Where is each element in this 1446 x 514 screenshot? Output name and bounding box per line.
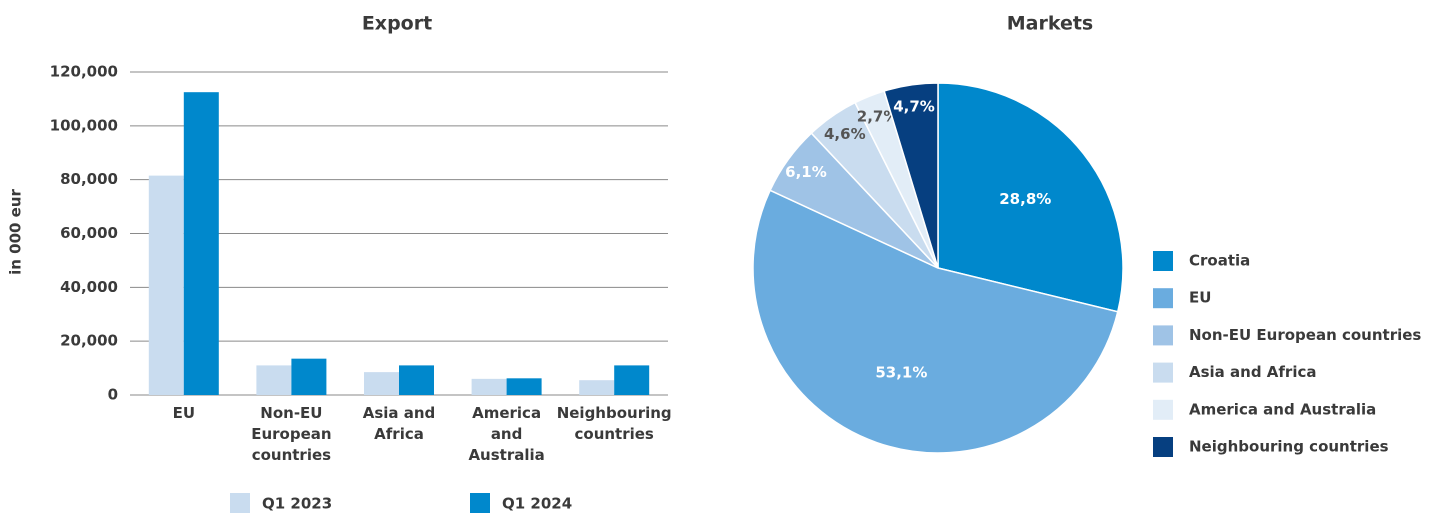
bar (614, 365, 650, 395)
bar (471, 378, 507, 395)
bar (364, 372, 399, 395)
legend-swatch (470, 493, 490, 513)
y-tick-label: 80,000 (60, 170, 118, 188)
legend-label: Croatia (1189, 252, 1250, 270)
bar (148, 175, 184, 395)
y-tick-label: 20,000 (60, 332, 118, 350)
pie-slice (883, 82, 939, 269)
x-tick-label: Asia and Africa (363, 404, 436, 443)
bar (256, 365, 292, 395)
data-label: 4,6% (824, 125, 866, 143)
legend-swatch (1153, 399, 1173, 420)
legend-swatch (230, 493, 250, 513)
y-axis-title: in 000 eur (7, 188, 25, 274)
bar (183, 92, 219, 395)
y-tick-label: 100,000 (50, 116, 118, 134)
legend-swatch (1153, 251, 1173, 271)
data-label: 28,8% (999, 190, 1051, 208)
y-tick-label: 0 (108, 386, 118, 404)
bar (291, 358, 327, 395)
legend-swatch (1153, 362, 1173, 383)
x-tick-label: America and Australia (468, 404, 544, 464)
pie-chart-title: Markets (1007, 13, 1094, 35)
pie-slice (937, 82, 1124, 313)
legend-swatch (1153, 437, 1173, 457)
x-tick-label: Neighbouring countries (557, 404, 672, 443)
legend-label: Q1 2024 (502, 495, 572, 513)
y-tick-label: 120,000 (50, 63, 118, 81)
legend-label: Asia and Africa (1189, 363, 1316, 381)
legend-label: Non-EU European countries (1189, 326, 1421, 344)
x-tick-label: EU (173, 404, 195, 422)
legend-swatch (1153, 288, 1173, 309)
x-tick-label: Non-EU European countries (251, 404, 331, 464)
pie-slice (752, 189, 1119, 454)
data-label: 4,7% (893, 97, 935, 115)
legend-label: EU (1189, 289, 1211, 307)
y-tick-label: 40,000 (60, 278, 118, 296)
legend-label: Neighbouring countries (1189, 438, 1389, 456)
data-label: 53,1% (875, 363, 927, 381)
bar (399, 365, 434, 395)
bar-chart-title: Export (362, 13, 432, 35)
bar (506, 378, 542, 395)
y-tick-label: 60,000 (60, 224, 118, 242)
bar (579, 380, 615, 395)
legend-label: Q1 2023 (262, 495, 332, 513)
data-label: 2,7% (857, 107, 899, 125)
legend-swatch (1153, 325, 1173, 346)
data-label: 6,1% (785, 163, 827, 181)
legend-label: America and Australia (1189, 400, 1376, 418)
